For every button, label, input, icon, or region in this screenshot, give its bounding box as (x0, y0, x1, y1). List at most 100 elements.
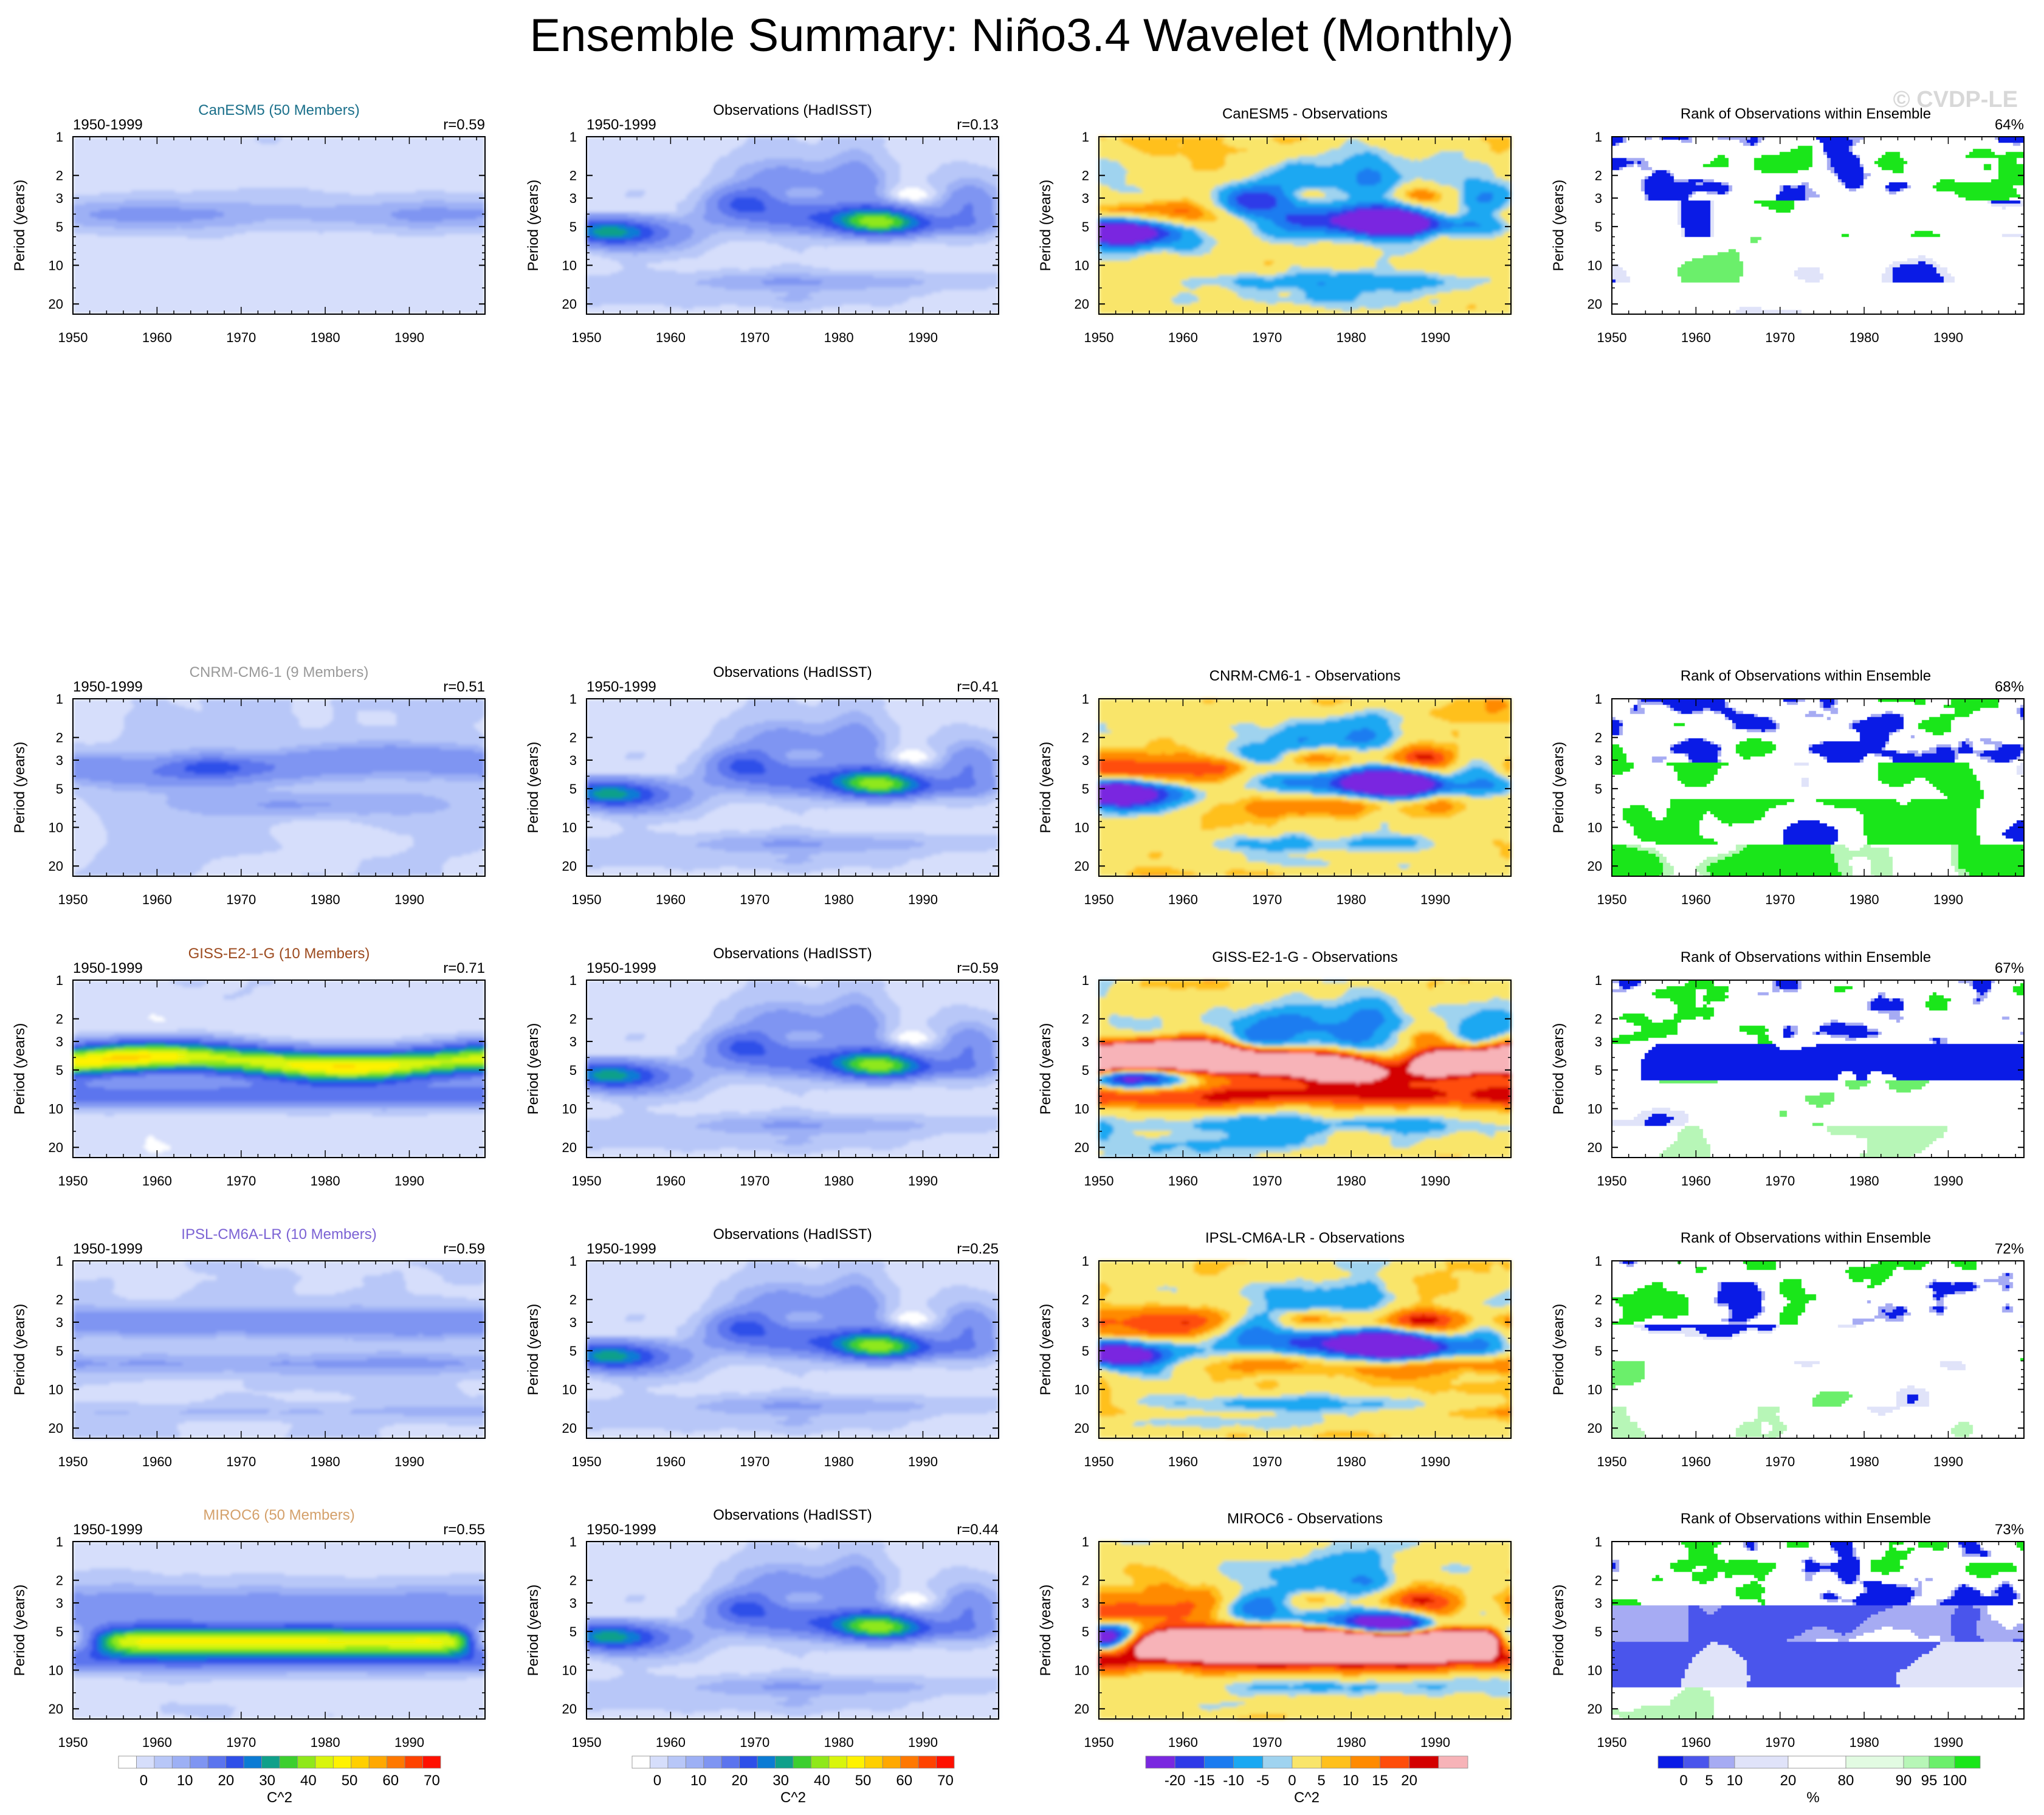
y-tick-label: 2 (1082, 1292, 1089, 1308)
colorbar-swatch (900, 1755, 919, 1769)
x-tick-label: 1960 (1681, 330, 1711, 345)
colorbar-swatch (297, 1755, 316, 1769)
colorbar-swatch (404, 1755, 423, 1769)
y-tick-label: 20 (562, 297, 577, 312)
colorbar-swatch (1174, 1755, 1205, 1769)
rank-percent: 72% (1995, 1241, 2024, 1257)
y-tick-label: 5 (569, 1624, 577, 1639)
y-tick-label: 20 (1075, 859, 1089, 874)
observed-wavelet-field (587, 137, 999, 314)
y-tick-label: 5 (1595, 1624, 1602, 1639)
colorbar-swatch (1438, 1755, 1468, 1769)
colorbar-tick-label: 20 (218, 1772, 235, 1789)
plot-frame (1098, 1260, 1512, 1439)
power-colorbar-ensemble: 0 10 20 30 40 50 60 70 C^2 (118, 1755, 441, 1806)
y-tick-label: 20 (49, 1701, 63, 1717)
colorbar-tick-label: 90 (1896, 1772, 1912, 1789)
x-tick-label: 1970 (1765, 330, 1795, 345)
y-axis-label: Period (years) (525, 1585, 542, 1676)
plot-frame (1098, 136, 1512, 315)
y-tick-label: 3 (569, 191, 577, 206)
colorbar-swatch (368, 1755, 388, 1769)
colorbar-swatch (136, 1755, 155, 1769)
x-tick-label: 1990 (908, 330, 938, 345)
x-tick-label: 1960 (1168, 1173, 1198, 1189)
colorbar-tick-label: 95 (1921, 1772, 1938, 1789)
y-tick-label: 20 (1588, 1140, 1602, 1155)
rank-panel: 1 2 3 5 10 20 1950 1960 1970 1980 1990 Period (year… (1550, 668, 2025, 907)
x-tick-label: 1950 (1084, 1173, 1114, 1189)
ensemble-title: MIROC6 (50 Members) (203, 1507, 354, 1523)
colorbar-unit: % (1806, 1789, 1819, 1806)
x-tick-label: 1950 (572, 1173, 602, 1189)
y-tick-label: 10 (1075, 820, 1089, 835)
colorbar-swatch (315, 1755, 334, 1769)
colorbar-tick-label: 20 (1401, 1772, 1417, 1789)
y-tick-label: 2 (56, 1573, 63, 1588)
x-tick-label: 1990 (1933, 330, 1963, 345)
y-axis-label: Period (years) (1550, 1023, 1567, 1115)
x-tick-label: 1990 (394, 1735, 424, 1750)
y-tick-label: 3 (56, 1596, 63, 1611)
y-tick-label: 3 (1082, 191, 1089, 206)
x-tick-label: 1980 (1337, 1735, 1366, 1750)
x-tick-label: 1990 (908, 1173, 938, 1189)
y-tick-label: 3 (1595, 753, 1602, 768)
y-tick-label: 1 (1595, 1534, 1602, 1549)
plot-frame (72, 698, 486, 877)
colorbar-swatch (828, 1755, 847, 1769)
y-tick-label: 5 (1595, 219, 1602, 235)
x-tick-label: 1950 (1084, 892, 1114, 907)
colorbar-tick-label: -5 (1256, 1772, 1269, 1789)
y-tick-label: 20 (49, 1140, 63, 1155)
x-tick-label: 1950 (572, 330, 602, 345)
ensemble-panel: 1 2 3 5 10 20 1950 1960 1970 1980 1990 Period (year… (12, 1507, 486, 1750)
y-tick-label: 2 (569, 1573, 577, 1588)
x-tick-label: 1990 (394, 330, 424, 345)
colorbar-swatch (864, 1755, 883, 1769)
rank-percent: 68% (1995, 679, 2024, 695)
plot-frame (1611, 1260, 2025, 1439)
x-tick-label: 1990 (394, 892, 424, 907)
y-tick-label: 2 (569, 1012, 577, 1027)
x-tick-label: 1980 (311, 1173, 340, 1189)
y-tick-label: 1 (56, 973, 63, 988)
rank-panel: 1 2 3 5 10 20 1950 1960 1970 1980 1990 Period (year… (1550, 1511, 2025, 1750)
x-tick-label: 1970 (740, 1173, 769, 1189)
y-tick-label: 3 (1082, 1596, 1089, 1611)
y-tick-label: 10 (1588, 1382, 1602, 1398)
y-tick-label: 20 (1588, 859, 1602, 874)
colorbar-swatch (1903, 1755, 1930, 1769)
colorbar-tick-label: 10 (690, 1772, 707, 1789)
x-tick-label: 1960 (1681, 1454, 1711, 1469)
colorbar-swatch (154, 1755, 173, 1769)
period-label: 1950-1999 (587, 1241, 656, 1257)
y-tick-label: 5 (56, 1624, 63, 1639)
x-tick-label: 1970 (226, 330, 256, 345)
colorbar-swatch (1683, 1755, 1710, 1769)
x-tick-label: 1960 (142, 892, 172, 907)
rank-title: Rank of Observations within Ensemble (1681, 949, 1931, 966)
x-tick-label: 1990 (1420, 1735, 1450, 1750)
colorbar-unit: C^2 (267, 1789, 292, 1806)
y-tick-label: 10 (1075, 1663, 1089, 1678)
colorbar-tick-label: 60 (896, 1772, 912, 1789)
colorbar-swatch (1350, 1755, 1380, 1769)
colorbar-swatch (1657, 1755, 1684, 1769)
colorbar-swatch (1734, 1755, 1789, 1769)
y-tick-label: 10 (49, 820, 63, 835)
x-tick-label: 1950 (1597, 1454, 1627, 1469)
colorbar-swatch (351, 1755, 370, 1769)
x-tick-label: 1960 (656, 1173, 686, 1189)
colorbar-swatch (243, 1755, 262, 1769)
y-tick-label: 10 (1075, 1382, 1089, 1398)
x-tick-label: 1970 (740, 1454, 769, 1469)
y-axis-label: Period (years) (1550, 742, 1567, 834)
colorbar-tick-label: 0 (1288, 1772, 1296, 1789)
y-tick-label: 5 (1082, 1343, 1089, 1359)
y-tick-label: 5 (1595, 781, 1602, 797)
colorbar-tick-label: 70 (424, 1772, 440, 1789)
difference-panel: 1 2 3 5 10 20 1950 1960 1970 1980 1990 Period (year… (1037, 949, 1512, 1189)
observations-title: Observations (HadISST) (713, 945, 872, 962)
x-tick-label: 1960 (1681, 1173, 1711, 1189)
